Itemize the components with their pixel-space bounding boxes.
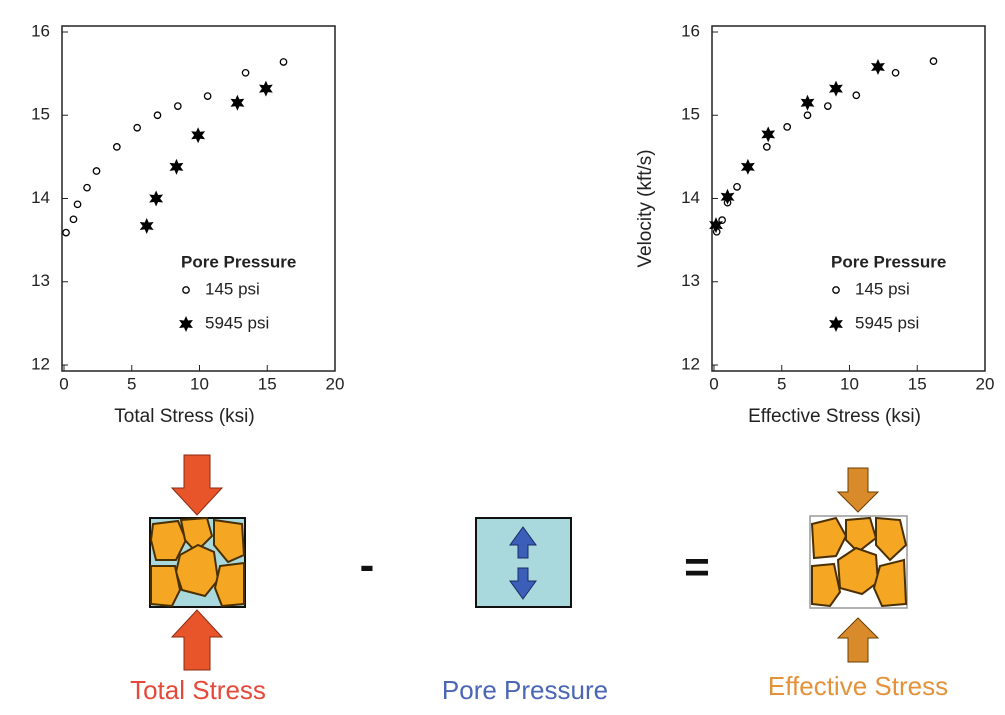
- star-point: [800, 94, 815, 111]
- x-tick-label: 20: [326, 374, 345, 393]
- circle-point: [73, 200, 82, 209]
- circle-point: [112, 143, 121, 151]
- x-tick-label: 0: [59, 374, 68, 393]
- legend-label: 5945 psi: [205, 313, 269, 332]
- circle-point: [803, 111, 812, 120]
- plot-frame: [711, 25, 986, 372]
- arrow: [836, 467, 880, 513]
- x-tick-label: 10: [840, 374, 859, 393]
- diagram-label: Effective Stress: [768, 671, 948, 701]
- x-tick-label: 0: [709, 374, 718, 393]
- legend-label: 145 psi: [855, 279, 910, 298]
- circle-point: [62, 228, 70, 237]
- legend-label: 5945 psi: [855, 313, 919, 332]
- star-point: [259, 80, 273, 97]
- arrow: [170, 454, 224, 516]
- circle-point: [718, 216, 726, 224]
- circle-point: [83, 183, 91, 192]
- circle-point: [852, 91, 861, 100]
- legend-label: 145 psi: [205, 279, 260, 298]
- circle-point: [92, 167, 101, 175]
- y-tick-label: 13: [681, 271, 700, 290]
- x-tick-label: 5: [127, 374, 136, 393]
- y-tick-label: 16: [31, 21, 50, 40]
- star-point: [871, 59, 885, 75]
- circle-point: [832, 286, 840, 294]
- star-point: [139, 218, 154, 234]
- arrow: [170, 609, 224, 671]
- x-tick-label: 15: [258, 374, 277, 393]
- y-tick-label: 12: [681, 354, 700, 373]
- circle-point: [241, 68, 250, 77]
- circle-point: [823, 102, 832, 110]
- grains: [810, 516, 908, 608]
- arrow: [836, 617, 880, 663]
- star-point: [169, 158, 184, 175]
- x-tick-label: 5: [777, 374, 786, 393]
- arrow: [509, 526, 537, 559]
- circle-point: [733, 182, 741, 191]
- circle-point: [783, 123, 792, 131]
- diagram-label: Total Stress: [130, 675, 266, 705]
- x-axis-label: Total Stress (ksi): [114, 406, 254, 427]
- circle-point: [279, 58, 288, 66]
- star-point: [720, 188, 735, 205]
- y-tick-label: 12: [31, 354, 50, 373]
- circle-point: [173, 102, 182, 110]
- diagram: - = Total Stress Pore Pressure Effective…: [130, 454, 948, 705]
- circle-point: [929, 57, 938, 65]
- star-point: [149, 190, 164, 207]
- y-tick-label: 16: [681, 21, 700, 40]
- circle-point: [133, 123, 142, 132]
- circle-point: [69, 215, 78, 224]
- circle-point: [891, 68, 900, 77]
- y-tick-label: 15: [31, 105, 50, 124]
- star-point: [709, 217, 723, 234]
- star-point: [179, 316, 193, 332]
- grains: [149, 516, 246, 608]
- circle-point: [182, 286, 190, 294]
- x-tick-label: 10: [190, 374, 209, 393]
- star-point: [230, 94, 245, 111]
- y-axis-label: Velocity (kft/s): [635, 149, 656, 267]
- circle-point: [203, 92, 212, 100]
- plot-frame: [61, 25, 336, 372]
- x-tick-label: 15: [908, 374, 927, 393]
- arrow: [509, 567, 537, 600]
- circle-point: [762, 143, 771, 151]
- circle-point: [153, 111, 162, 120]
- diagram-label: Pore Pressure: [442, 675, 608, 705]
- operator: -: [360, 541, 375, 590]
- y-tick-label: 15: [681, 105, 700, 124]
- y-tick-label: 14: [681, 188, 700, 207]
- star-point: [191, 127, 206, 144]
- y-tick-label: 14: [31, 188, 50, 207]
- star-point: [829, 80, 843, 97]
- legend-title: Pore Pressure: [831, 252, 946, 271]
- x-tick-label: 20: [976, 374, 995, 393]
- star-point: [829, 316, 843, 332]
- star-point: [761, 126, 776, 143]
- star-point: [740, 158, 755, 175]
- y-tick-label: 13: [31, 271, 50, 290]
- operator: =: [684, 543, 710, 592]
- legend-title: Pore Pressure: [181, 252, 296, 271]
- x-axis-label: Effective Stress (ksi): [748, 406, 921, 427]
